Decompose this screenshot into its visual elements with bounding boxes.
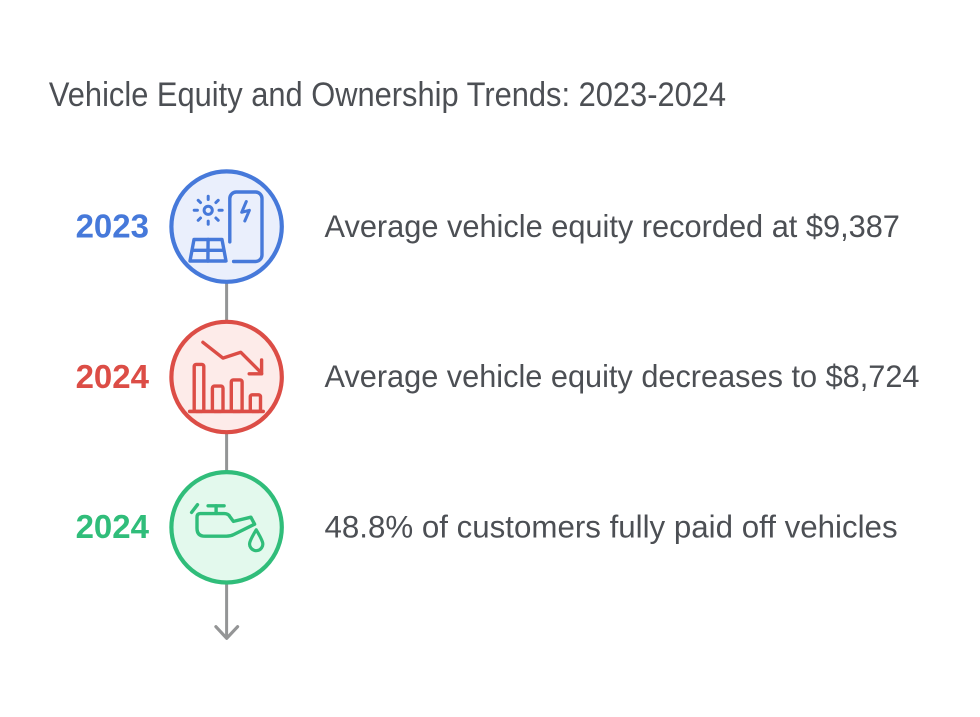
svg-text:2023: 2023 [76, 208, 149, 245]
svg-text:2024: 2024 [76, 358, 150, 395]
svg-text:Vehicle Equity and Ownership T: Vehicle Equity and Ownership Trends: 202… [49, 74, 726, 113]
svg-text:Average vehicle equity recorde: Average vehicle equity recorded at $9,38… [325, 208, 900, 244]
svg-text:Average vehicle equity decreas: Average vehicle equity decreases to $8,7… [325, 359, 920, 395]
svg-text:2024: 2024 [76, 508, 150, 545]
svg-text:48.8% of customers fully paid: 48.8% of customers fully paid off vehicl… [325, 508, 898, 544]
